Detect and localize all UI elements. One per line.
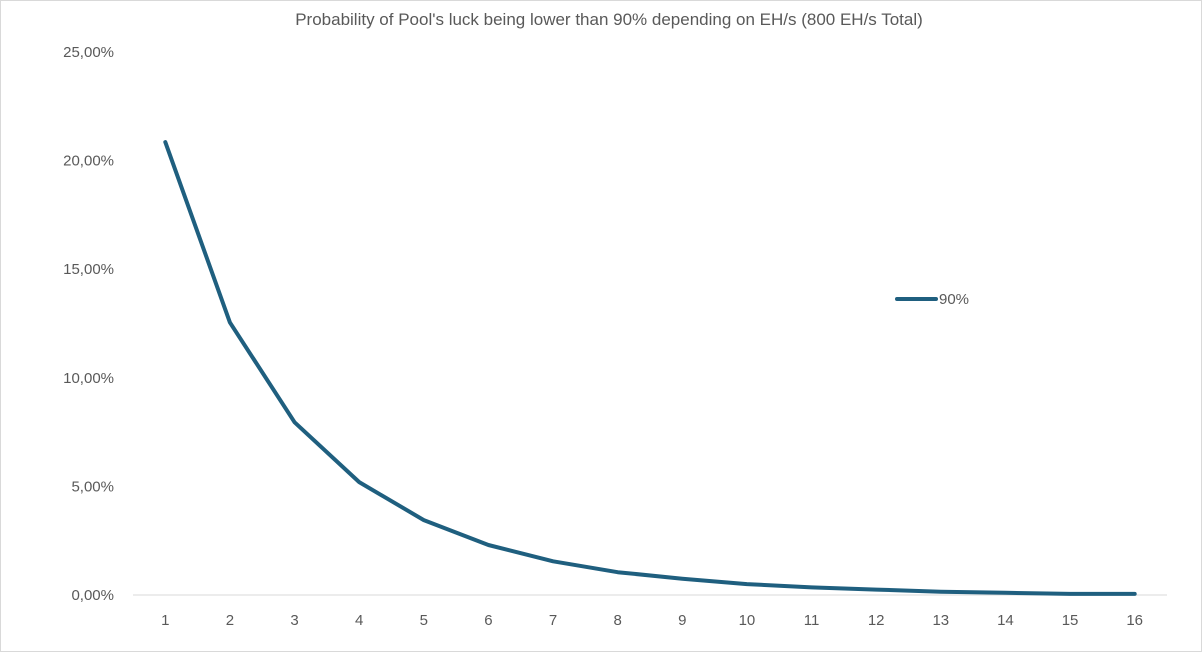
y-tick-label: 5,00% xyxy=(71,478,114,495)
x-tick-label: 14 xyxy=(997,612,1014,629)
x-tick-label: 6 xyxy=(484,612,492,629)
x-tick-label: 1 xyxy=(161,612,169,629)
x-tick-label: 2 xyxy=(226,612,234,629)
x-tick-label: 9 xyxy=(678,612,686,629)
y-tick-label: 15,00% xyxy=(63,261,114,278)
x-tick-label: 8 xyxy=(614,612,622,629)
x-tick-label: 3 xyxy=(290,612,298,629)
x-tick-label: 15 xyxy=(1062,612,1079,629)
y-tick-label: 0,00% xyxy=(71,587,114,604)
legend-label: 90% xyxy=(939,291,969,308)
x-tick-label: 7 xyxy=(549,612,557,629)
x-tick-label: 13 xyxy=(932,612,949,629)
y-tick-label: 20,00% xyxy=(63,153,114,170)
x-tick-label: 12 xyxy=(868,612,885,629)
x-tick-label: 16 xyxy=(1126,612,1143,629)
x-tick-label: 5 xyxy=(420,612,428,629)
chart-title: Probability of Pool's luck being lower t… xyxy=(295,10,923,29)
y-tick-label: 25,00% xyxy=(63,44,114,61)
y-tick-label: 10,00% xyxy=(63,370,114,387)
x-tick-label: 10 xyxy=(739,612,756,629)
x-tick-label: 4 xyxy=(355,612,363,629)
x-tick-label: 11 xyxy=(804,612,820,629)
y-axis: 0,00% 5,00% 10,00% 15,00% 20,00% 25,00% xyxy=(63,44,114,604)
legend: 90% xyxy=(895,291,969,308)
plot-area xyxy=(163,140,1137,596)
x-axis: 1 2 3 4 5 6 7 8 9 10 11 12 13 14 15 16 xyxy=(133,594,1167,629)
series-line xyxy=(163,140,1137,596)
